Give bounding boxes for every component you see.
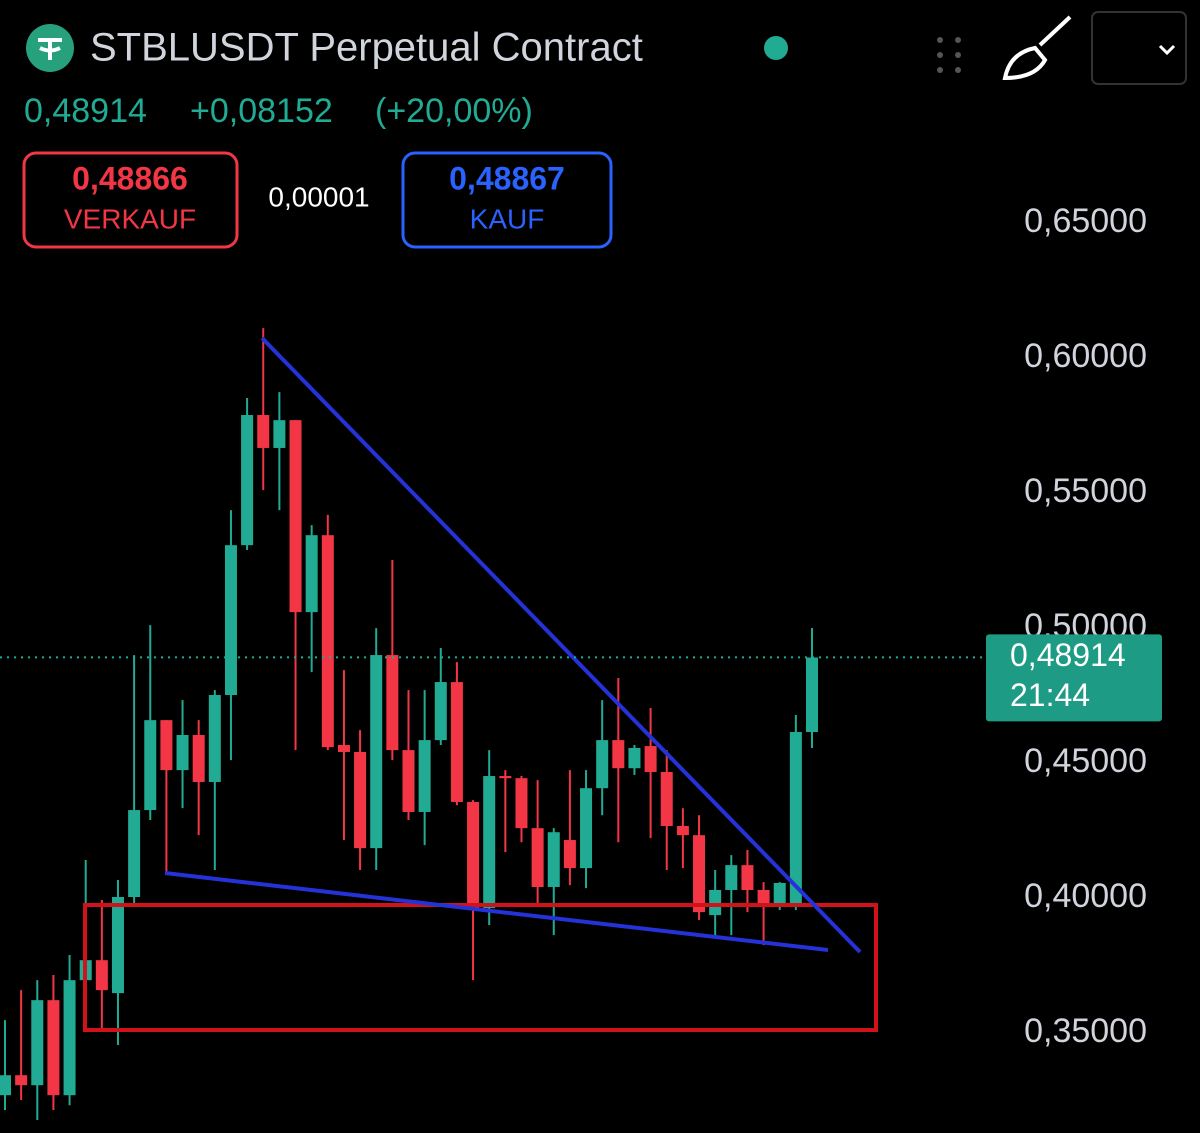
dropdown-arrow[interactable] [1158, 44, 1176, 56]
candle-body [241, 415, 254, 546]
y-axis: 0,350000,400000,450000,500000,550000,600… [1024, 202, 1147, 1050]
candle-body [531, 828, 544, 888]
buy-button[interactable] [401, 151, 613, 249]
candle-body [257, 415, 270, 448]
candle-body [773, 882, 786, 906]
candle-body [224, 545, 237, 696]
support-zone [83, 903, 878, 1032]
candle-body [273, 420, 286, 448]
candle-body [806, 657, 818, 733]
countdown: 21:44 [1010, 677, 1090, 713]
y-tick-label: 0,60000 [1024, 337, 1147, 375]
y-tick-label: 0,40000 [1024, 877, 1147, 915]
candle-body [660, 771, 673, 826]
candle-body [176, 734, 189, 771]
candle-body [628, 747, 641, 769]
candle-body [596, 740, 609, 789]
price: 0,48914 [24, 92, 147, 130]
plot [0, 328, 818, 1121]
candle-body [709, 889, 722, 916]
candle-body [612, 740, 625, 769]
candle-body [47, 1000, 60, 1096]
last-price-label: 0,48914 [1010, 637, 1126, 673]
y-tick-label: 0,35000 [1024, 1012, 1147, 1050]
coin-logo-glyph [38, 38, 62, 60]
change-pct: (+20,00%) [375, 92, 533, 130]
title: STBLUSDT Perpetual Contract [90, 26, 643, 70]
candle-body [515, 778, 528, 829]
candle-body [402, 750, 415, 812]
sell-price: 0,48866 [72, 160, 188, 196]
candle-body [547, 832, 560, 888]
y-tick-label: 0,45000 [1024, 742, 1147, 780]
buy-price: 0,48867 [449, 160, 565, 196]
candle-body [483, 776, 496, 909]
candle-body [0, 1075, 11, 1096]
candle-body [725, 865, 738, 890]
candle-body [757, 889, 770, 906]
candle-body [305, 535, 318, 613]
sell-button[interactable] [22, 151, 239, 249]
candle-body [289, 420, 302, 613]
candle-body [386, 655, 399, 751]
candle-body [337, 744, 350, 753]
candle-body [370, 655, 383, 849]
sell-label: VERKAUF [64, 203, 196, 234]
candle-body [144, 720, 157, 811]
buy-label: KAUF [470, 203, 545, 234]
candle-body [321, 535, 334, 748]
trendline [260, 336, 862, 954]
candle-body [467, 801, 480, 909]
spread: 0,00001 [268, 181, 369, 212]
candle-body [128, 810, 141, 898]
candle-body [354, 752, 367, 849]
dropdown[interactable] [1091, 11, 1187, 85]
drag-handle[interactable] [937, 37, 961, 73]
candle-body [499, 776, 512, 779]
candle-body [192, 734, 205, 782]
candle-body [676, 825, 689, 836]
y-tick-label: 0,55000 [1024, 472, 1147, 510]
candle-body [580, 788, 593, 869]
candle-body [111, 897, 124, 994]
candle-body [563, 840, 576, 869]
candle-body [418, 740, 431, 812]
candle-body [160, 720, 173, 771]
candle-body [789, 732, 802, 906]
status-dot [764, 36, 788, 60]
candle-body [208, 695, 221, 782]
candle-body [644, 746, 657, 772]
y-tick-label: 0,65000 [1024, 202, 1147, 240]
change: +0,08152 [190, 92, 333, 130]
trendline [164, 871, 829, 952]
candle-body [63, 980, 76, 1096]
candle-body [15, 1075, 28, 1086]
candle-body [693, 835, 706, 913]
candle-body [31, 1000, 44, 1086]
candle-body [95, 960, 108, 991]
candle-body [434, 682, 447, 741]
brush-icon[interactable] [1002, 15, 1072, 81]
last-price-badge [986, 634, 1162, 722]
candle-body [741, 865, 754, 890]
candle-body [450, 682, 463, 802]
